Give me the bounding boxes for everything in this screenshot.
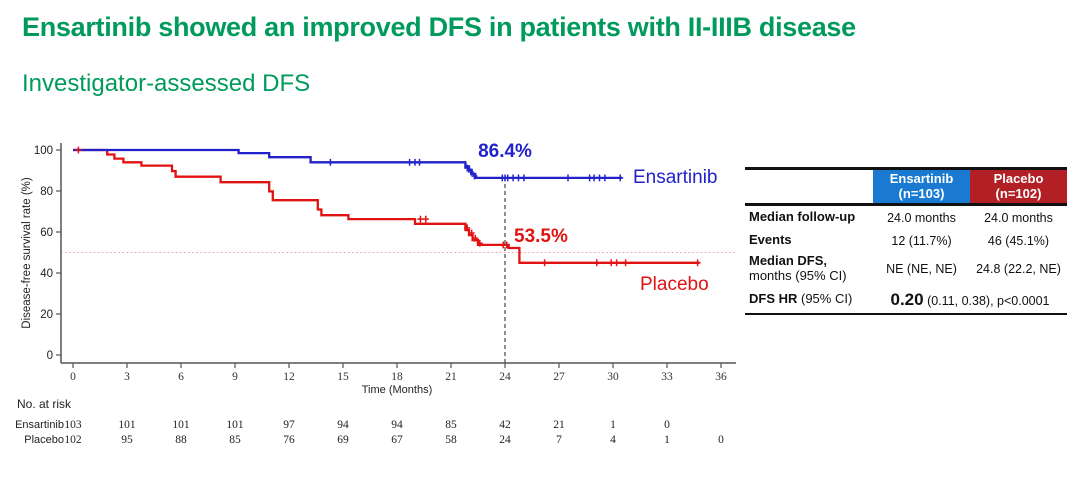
ensartinib-censor-marks [327, 158, 624, 182]
svg-text:27: 27 [553, 371, 565, 383]
row-label-bold: DFS HR [749, 291, 798, 307]
svg-text:3: 3 [124, 371, 130, 383]
column-header-placebo: Placebo (n=102) [970, 170, 1067, 203]
no-at-risk-label: No. at risk [17, 397, 72, 411]
placebo-value: 24.8 (22.2, NE) [976, 262, 1061, 276]
svg-text:101: 101 [226, 419, 244, 431]
svg-text:21: 21 [553, 419, 565, 431]
x-axis-title: Time (Months) [362, 384, 433, 396]
svg-text:33: 33 [661, 371, 673, 383]
ensartinib-curve [73, 148, 622, 180]
ensartinib-value: 12 (11.7%) [891, 233, 952, 248]
row-dfs-hr: DFS HR (95% CI) 0.20 (0.11, 0.38), p<0.0… [745, 286, 1067, 313]
svg-text:0: 0 [70, 371, 76, 383]
placebo-header-n: (n=102) [995, 185, 1042, 201]
placebo-landmark-label: 53.5% [514, 226, 568, 247]
ensartinib-curve-label: Ensartinib [633, 167, 718, 188]
svg-text:1: 1 [610, 419, 616, 431]
column-header-ensartinib: Ensartinib (n=103) [873, 170, 970, 203]
svg-text:24: 24 [499, 434, 511, 446]
at-risk-row-placebo: Placebo 102 95 88 85 76 69 67 58 24 7 4 1 0 [24, 434, 724, 446]
svg-text:67: 67 [391, 434, 403, 446]
svg-text:69: 69 [337, 434, 349, 446]
row-label: Median follow-up [749, 209, 856, 225]
svg-text:18: 18 [391, 371, 403, 383]
row-median-follow-up: Median follow-up 24.0 months 24.0 months [745, 206, 1067, 229]
svg-text:1: 1 [664, 434, 670, 446]
row-events: Events 12 (11.7%) 46 (45.1%) [745, 229, 1067, 252]
ensartinib-header-n: (n=103) [898, 185, 945, 201]
svg-text:101: 101 [172, 419, 190, 431]
svg-text:0: 0 [47, 350, 53, 362]
placebo-curve-label: Placebo [640, 274, 709, 295]
row-median-dfs: Median DFS, months (95% CI) NE (NE, NE) … [745, 252, 1067, 286]
placebo-value: 46 (45.1%) [987, 233, 1050, 248]
hr-value: 0.20 (0.11, 0.38), p<0.0001 [873, 290, 1067, 310]
svg-text:9: 9 [232, 371, 238, 383]
slide-title: Ensartinib showed an improved DFS in pat… [22, 12, 856, 42]
svg-text:30: 30 [607, 371, 619, 383]
svg-text:36: 36 [715, 371, 727, 383]
svg-text:85: 85 [445, 419, 457, 431]
ensartinib-value: NE (NE, NE) [886, 262, 957, 276]
placebo-value: 24.0 months [984, 210, 1053, 225]
svg-text:0: 0 [718, 434, 724, 446]
svg-text:7: 7 [556, 434, 562, 446]
svg-text:Disease-free survival rate (%): Disease-free survival rate (%) [21, 177, 33, 329]
ensartinib-value: 24.0 months [887, 210, 956, 225]
svg-text:58: 58 [445, 434, 457, 446]
hr-value-detail: (0.11, 0.38), p<0.0001 [923, 293, 1050, 308]
at-risk-row-ensartinib: Ensartinib 103 101 101 101 97 94 94 85 42 21 1 0 [15, 419, 670, 431]
svg-text:42: 42 [499, 419, 511, 431]
row-label: Median DFS, months (95% CI) [745, 253, 873, 284]
svg-text:100: 100 [34, 145, 53, 157]
svg-text:76: 76 [283, 434, 295, 446]
ensartinib-landmark-label: 86.4% [478, 141, 532, 162]
svg-text:80: 80 [40, 186, 53, 198]
y-axis-title: Disease-free survival rate (%) [21, 177, 33, 329]
svg-text:94: 94 [337, 419, 349, 431]
svg-text:20: 20 [40, 309, 53, 321]
hr-value-bold: 0.20 [890, 289, 924, 309]
row-label: DFS HR (95% CI) [745, 291, 873, 307]
placebo-curve [73, 148, 700, 264]
svg-text:Placebo: Placebo [24, 434, 64, 446]
row-label-line2: months (95% CI) [749, 268, 847, 283]
svg-text:85: 85 [229, 434, 241, 446]
row-label-reg: (95% CI) [797, 291, 853, 307]
svg-text:0: 0 [664, 419, 670, 431]
svg-text:94: 94 [391, 419, 403, 431]
km-chart: 0 20 40 60 80 100 0 3 6 9 12 15 18 21 24 27 30 33 36 Diseas… [0, 130, 745, 497]
svg-text:95: 95 [121, 434, 133, 446]
ensartinib-header-name: Ensartinib [889, 170, 954, 186]
svg-text:12: 12 [283, 371, 295, 383]
placebo-censor-marks [75, 146, 701, 267]
svg-text:24: 24 [499, 371, 511, 383]
svg-text:102: 102 [64, 434, 82, 446]
svg-text:6: 6 [178, 371, 184, 383]
row-label: Events [749, 232, 792, 248]
svg-text:97: 97 [283, 419, 295, 431]
svg-text:60: 60 [40, 227, 53, 239]
svg-text:Ensartinib: Ensartinib [15, 419, 64, 431]
svg-text:15: 15 [337, 371, 349, 383]
svg-text:88: 88 [175, 434, 187, 446]
summary-table: Ensartinib (n=103) Placebo (n=102) Media… [745, 167, 1067, 315]
slide-subtitle: Investigator-assessed DFS [22, 70, 311, 97]
summary-table-corner [745, 170, 873, 203]
row-label-line1: Median DFS, [749, 253, 828, 269]
svg-text:103: 103 [64, 419, 82, 431]
svg-text:40: 40 [40, 268, 53, 280]
svg-text:21: 21 [445, 371, 457, 383]
svg-text:4: 4 [610, 434, 616, 446]
svg-text:101: 101 [118, 419, 136, 431]
placebo-header-name: Placebo [993, 170, 1044, 186]
